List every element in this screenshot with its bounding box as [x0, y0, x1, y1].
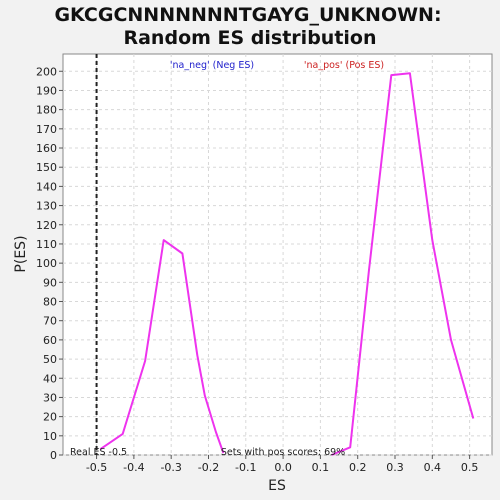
y-tick-label: 0	[50, 449, 57, 462]
y-tick-label: 70	[43, 315, 57, 328]
legend-neg: 'na_neg' (Neg ES)	[170, 60, 254, 71]
grid-lines	[63, 54, 492, 456]
y-tick-label: 130	[36, 200, 57, 213]
y-tick-label: 140	[36, 180, 57, 193]
y-tick-label: 170	[36, 123, 57, 136]
y-tick-label: 90	[43, 276, 57, 289]
series-lines	[99, 72, 475, 456]
y-tick-label: 190	[36, 84, 57, 97]
x-tick-label: 0.2	[349, 461, 367, 474]
x-tick-label: -0.4	[123, 461, 144, 474]
x-tick-label: -0.1	[235, 461, 256, 474]
x-tick-label: 0.4	[424, 461, 442, 474]
plot-area	[62, 53, 493, 456]
y-tick-label: 50	[43, 353, 57, 366]
real-es-label: Real ES -0.5	[70, 447, 127, 458]
x-tick-label: 0.1	[312, 461, 330, 474]
y-tick-label: 200	[36, 65, 57, 78]
y-tick-label: 20	[43, 411, 57, 424]
series-line-neg	[99, 239, 225, 454]
y-tick-label: 60	[43, 334, 57, 347]
x-axis-label: ES	[268, 478, 286, 494]
chart-title-line-1: GKCGCNNNNNNNTGAYG_UNKNOWN:	[54, 4, 441, 26]
y-tick-label: 10	[43, 430, 57, 443]
x-tick-label: 0.0	[274, 461, 292, 474]
x-tick-label: 0.5	[461, 461, 479, 474]
x-tick-label: -0.3	[160, 461, 181, 474]
y-tick-label: 160	[36, 142, 57, 155]
x-tick-label: -0.5	[86, 461, 107, 474]
x-tick-label: 0.3	[386, 461, 404, 474]
y-tick-label: 180	[36, 104, 57, 117]
y-tick-label: 30	[43, 391, 57, 404]
x-tick-label: -0.2	[198, 461, 219, 474]
y-tick-label: 40	[43, 372, 57, 385]
y-tick-label: 80	[43, 296, 57, 309]
y-axis-label: P(ES)	[13, 235, 29, 272]
y-axis: 0 10 20 30 40 50 60 70 80 90 100 110 120 130 140 150 160…	[36, 65, 63, 462]
y-tick-label: 120	[36, 219, 57, 232]
legend-pos: 'na_pos' (Pos ES)	[304, 60, 384, 71]
y-tick-label: 100	[36, 257, 57, 270]
y-tick-label: 150	[36, 161, 57, 174]
x-axis: -0.5 -0.4 -0.3 -0.2 -0.1 0.0 0.1 0.2 0.3 0.4 0.5	[86, 455, 479, 474]
pos-scores-annotation: Sets with pos scores: 69%	[221, 447, 345, 458]
series-line-pos	[331, 72, 475, 456]
y-tick-label: 110	[36, 238, 57, 251]
chart-title-line-2: Random ES distribution	[123, 27, 376, 49]
